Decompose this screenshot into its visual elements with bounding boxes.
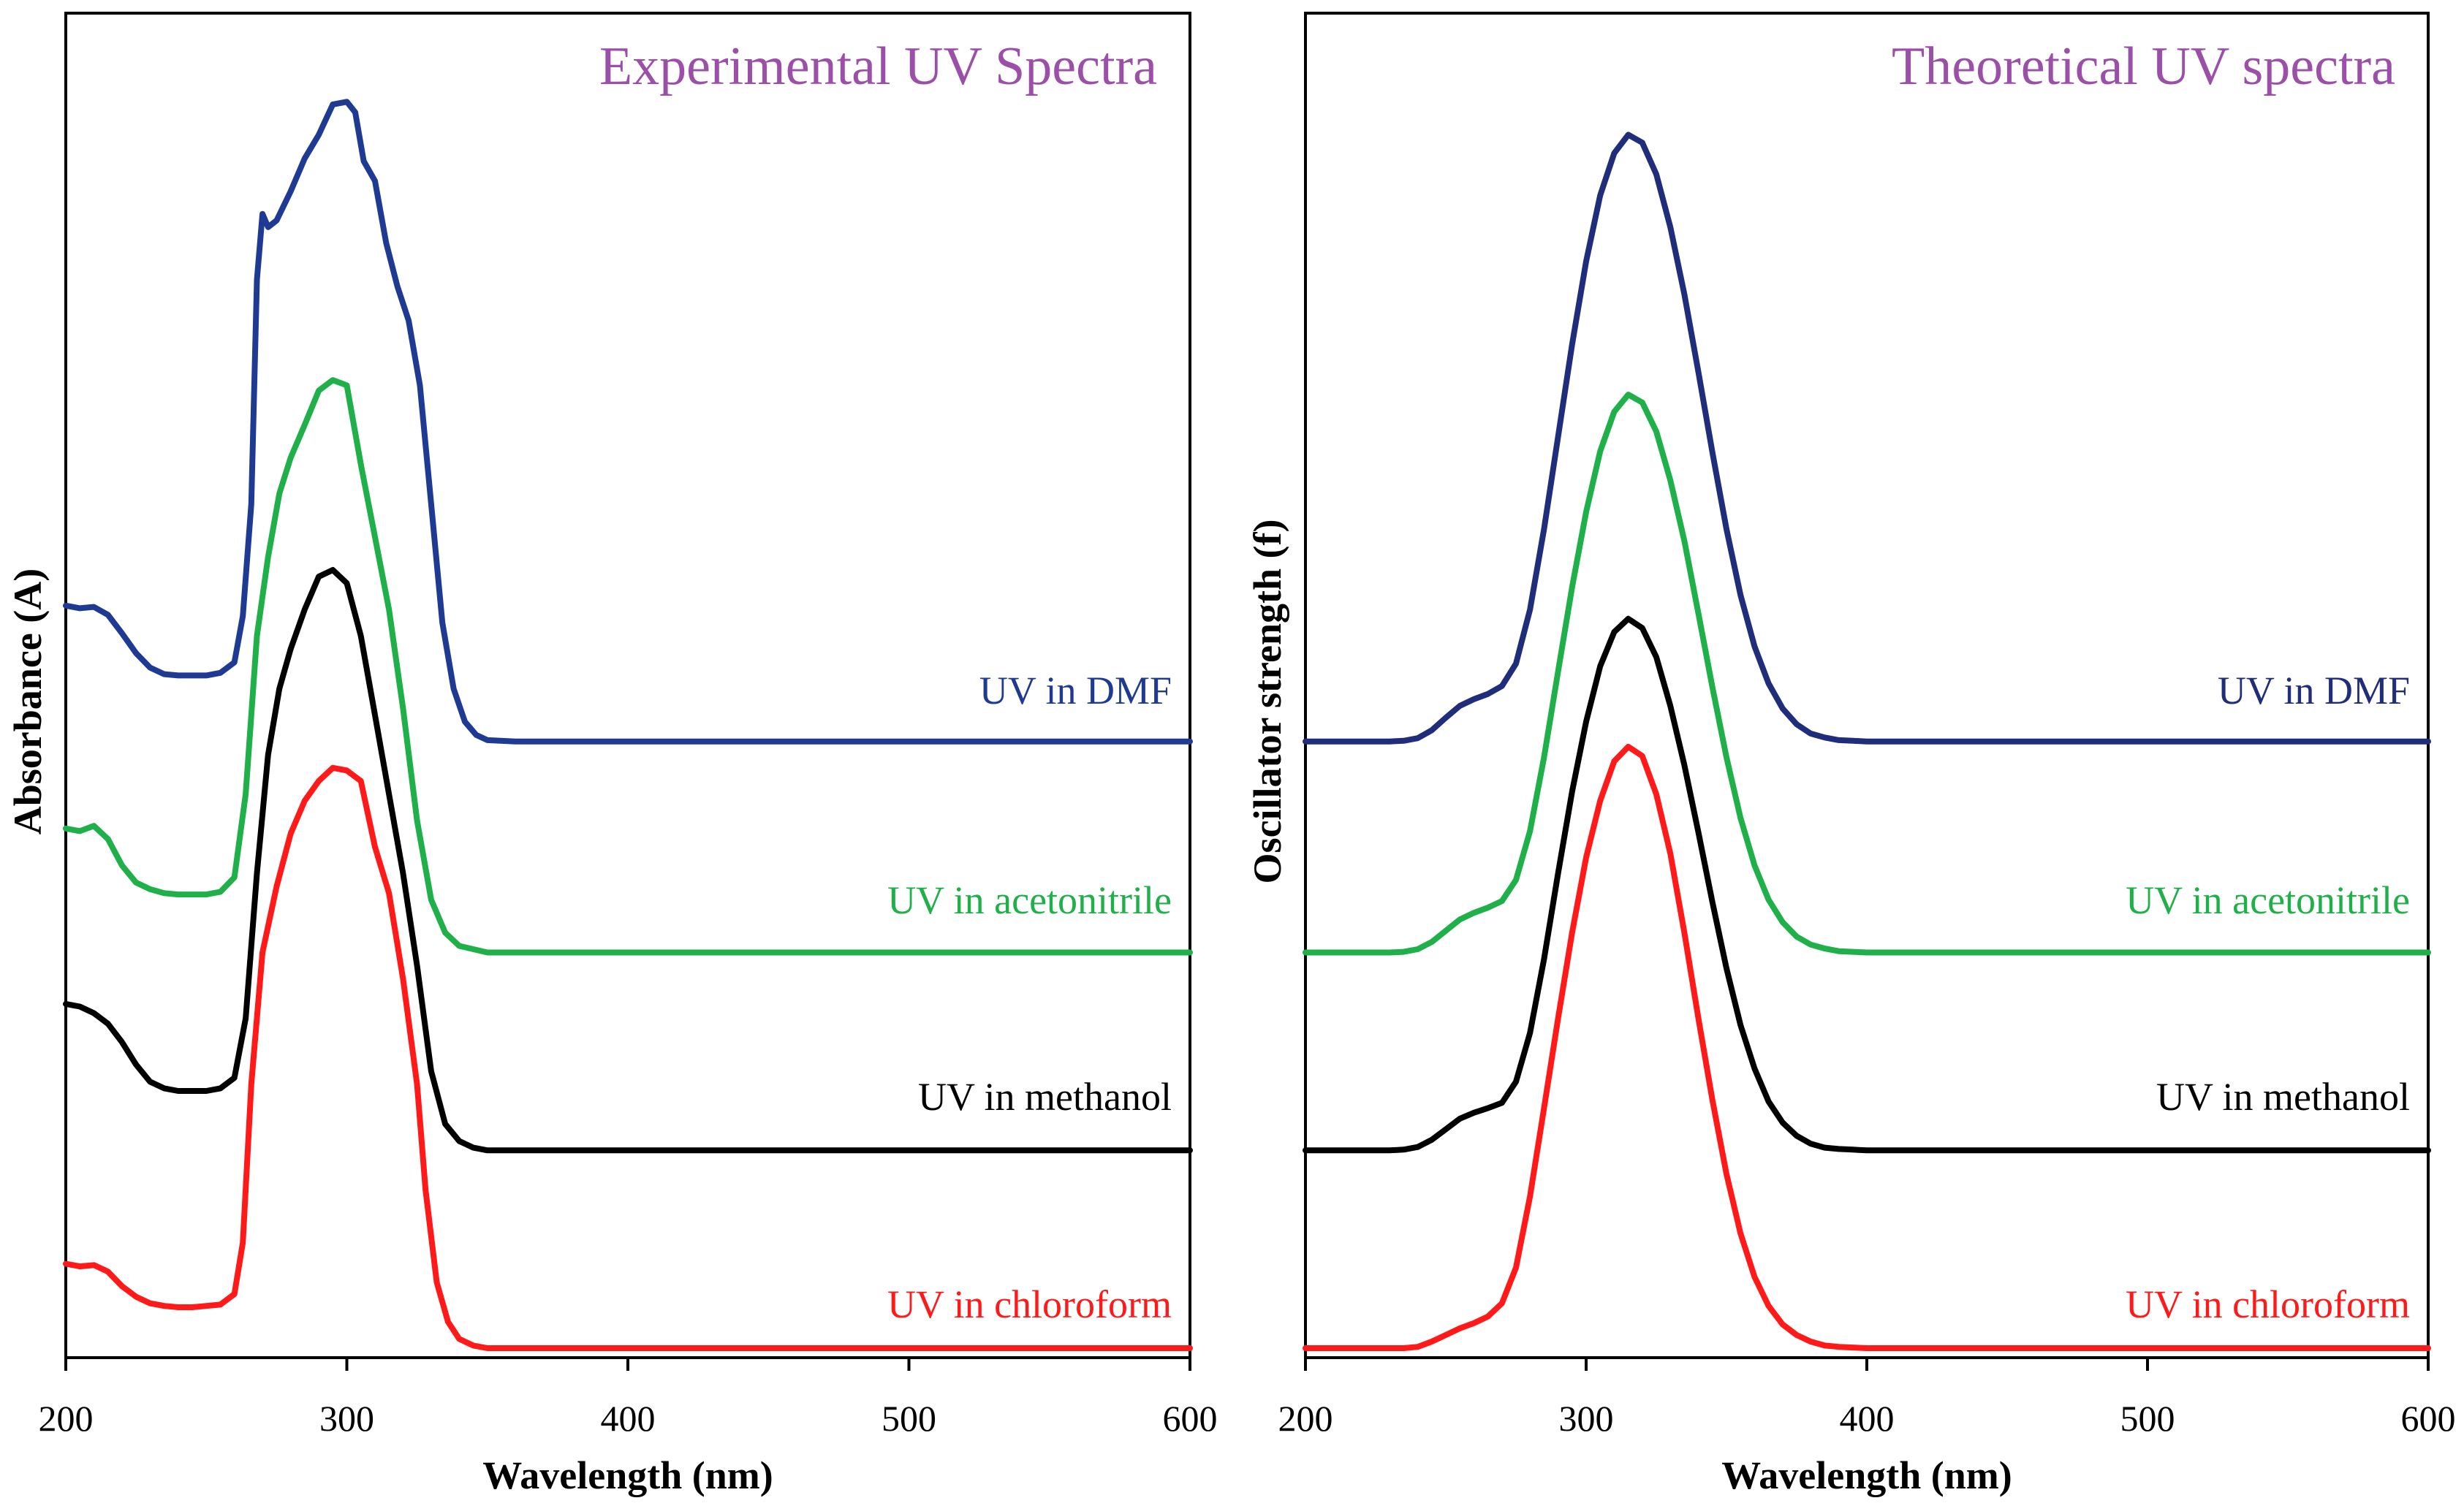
series-label-dmf: UV in DMF — [979, 669, 1172, 712]
x-tick-labels: 200 300 400 500 600 — [1278, 1398, 2456, 1439]
chart-title: Experimental UV Spectra — [599, 37, 1157, 96]
y-axis-label: Absorbance (A) — [6, 568, 50, 834]
series-label-chloroform: UV in chloroform — [2126, 1282, 2410, 1326]
series-curves — [63, 99, 1193, 1351]
series-label-dmf: UV in DMF — [2218, 669, 2410, 712]
x-tick-label: 500 — [882, 1398, 936, 1439]
x-tick-label: 300 — [1559, 1398, 1614, 1439]
series-line-acetonitrile — [1303, 392, 2431, 956]
x-tick-label: 200 — [1278, 1398, 1333, 1439]
x-ticks — [64, 1358, 1191, 1371]
series-label-methanol: UV in methanol — [2156, 1075, 2410, 1119]
series-line-dmf — [63, 99, 1193, 745]
series-label-acetonitrile: UV in acetonitrile — [887, 878, 1172, 922]
x-tick-label: 400 — [601, 1398, 656, 1439]
series-curves — [1303, 132, 2431, 1351]
x-tick-label: 600 — [1163, 1398, 1218, 1439]
series-line-methanol — [1303, 615, 2431, 1154]
x-ticks — [1304, 1358, 2430, 1371]
experimental-chart: 200 300 400 500 600 Experimental UV Spec… — [6, 12, 1218, 1497]
series-label-methanol: UV in methanol — [918, 1075, 1172, 1119]
series-line-methanol — [63, 567, 1193, 1154]
x-tick-label: 200 — [39, 1398, 94, 1439]
series-line-acetonitrile — [63, 377, 1193, 956]
x-tick-label: 300 — [319, 1398, 374, 1439]
x-tick-labels: 200 300 400 500 600 — [39, 1398, 1218, 1439]
chart-title: Theoretical UV spectra — [1892, 37, 2395, 96]
theoretical-chart: 200 300 400 500 600 Theoretical UV spect… — [1246, 12, 2456, 1497]
series-line-chloroform — [63, 764, 1193, 1351]
y-axis-label: Oscillator strength (f) — [1246, 520, 1289, 884]
x-tick-label: 500 — [2120, 1398, 2175, 1439]
series-label-chloroform: UV in chloroform — [887, 1282, 1172, 1326]
series-line-dmf — [1303, 132, 2431, 745]
series-line-chloroform — [1303, 743, 2431, 1351]
x-tick-label: 400 — [1840, 1398, 1895, 1439]
x-axis-label: Wavelength (nm) — [482, 1453, 773, 1497]
x-axis-label: Wavelength (nm) — [1721, 1453, 2012, 1497]
x-tick-label: 600 — [2401, 1398, 2456, 1439]
series-label-acetonitrile: UV in acetonitrile — [2126, 878, 2410, 922]
